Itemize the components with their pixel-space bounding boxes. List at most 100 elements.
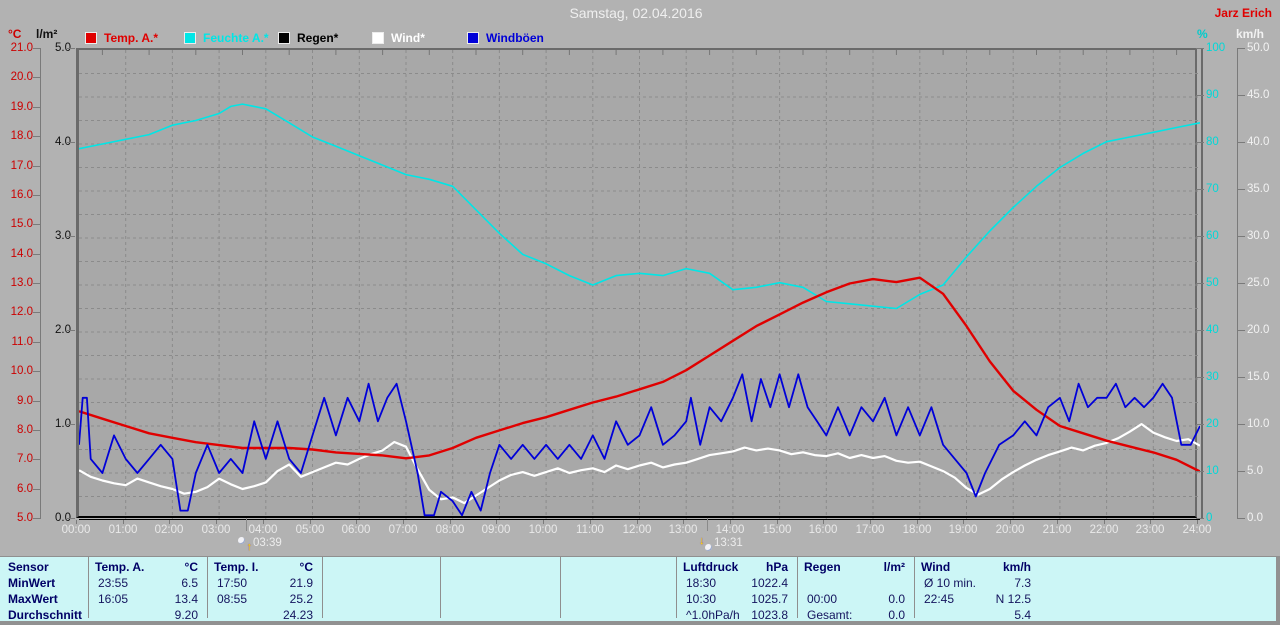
axis-tick-label: 2.0 — [55, 324, 71, 336]
time-tick-label: 18:00 — [902, 524, 932, 536]
axis-tick — [67, 48, 75, 49]
table-separator — [560, 557, 561, 618]
axis-tick-label: 30 — [1206, 371, 1219, 383]
axis-tick — [67, 330, 75, 331]
legend-label: Wind* — [391, 31, 425, 45]
axis-tick — [1237, 471, 1245, 472]
axis-tick — [33, 489, 41, 490]
axis-tick — [1237, 377, 1245, 378]
axis-tick — [33, 77, 41, 78]
humidity-axis-unit: % — [1197, 27, 1208, 41]
time-tick — [823, 520, 824, 524]
time-tick — [543, 520, 544, 524]
axis-tick-label: 40 — [1206, 324, 1219, 336]
table-value-cell: 10:30 — [686, 592, 717, 606]
down-arrow-icon: ↓ — [699, 535, 705, 547]
axis-tick-label: 9.0 — [17, 395, 33, 407]
axis-tick-label: 5.0 — [55, 42, 71, 54]
time-tick — [123, 520, 124, 524]
legend-label: Feuchte A.* — [203, 31, 269, 45]
rain-axis-unit: l/m² — [36, 27, 58, 41]
marker-tick — [246, 518, 247, 531]
time-tick-label: 20:00 — [995, 524, 1025, 536]
table-header-cell: Luftdruck — [683, 560, 739, 574]
axis-tick-label: 0.0 — [55, 512, 71, 524]
axis-tick — [1237, 142, 1245, 143]
table-header-cell: Regen — [804, 560, 841, 574]
windspeed-axis-unit: km/h — [1236, 27, 1265, 41]
axis-tick-label: 50 — [1206, 277, 1219, 289]
time-tick-label: 07:00 — [388, 524, 418, 536]
time-tick — [450, 520, 451, 524]
axis-tick-label: 3.0 — [55, 230, 71, 242]
marker-tick — [707, 518, 708, 531]
temp-axis-unit: °C — [8, 27, 22, 41]
time-tick-label: 23:00 — [1135, 524, 1165, 536]
table-value-cell: Gesamt: — [807, 608, 853, 622]
time-tick-label: 13:00 — [668, 524, 698, 536]
axis-tick — [33, 371, 41, 372]
chart-plot-area — [76, 48, 1200, 520]
axis-tick-label: 10 — [1206, 465, 1219, 477]
time-tick — [683, 520, 684, 524]
axis-tick — [33, 459, 41, 460]
time-tick — [76, 520, 77, 524]
series-feuchtea — [79, 103, 1200, 310]
axis-tick — [33, 312, 41, 313]
axis-tick — [1237, 518, 1245, 519]
axis-tick-label: 21.0 — [10, 42, 33, 54]
legend-item-humidity: Feuchte A.* — [184, 31, 269, 45]
station-name: Jarz Erich — [1214, 6, 1272, 20]
table-value-cell: 13.4 — [174, 592, 198, 606]
table-separator — [207, 557, 208, 618]
axis-tick — [1196, 471, 1204, 472]
time-tick — [403, 520, 404, 524]
table-value-cell: ^1.0hPa/h — [686, 608, 740, 622]
legend-item-wind: Wind* — [372, 31, 425, 45]
table-value-cell: 5.4 — [1014, 608, 1031, 622]
axis-tick — [1196, 518, 1204, 519]
table-header-cell: Temp. I. — [214, 560, 259, 574]
axis-tick — [1196, 424, 1204, 425]
time-tick-label: 12:00 — [622, 524, 652, 536]
table-value-cell: 1023.8 — [751, 608, 788, 622]
page-title: Samstag, 02.04.2016 — [569, 5, 703, 21]
rain-series-swatch — [278, 32, 290, 44]
table-value-cell: 17:50 — [217, 576, 248, 590]
axis-tick — [1196, 236, 1204, 237]
table-header-cell: l/m² — [883, 560, 905, 574]
time-tick — [963, 520, 964, 524]
axis-tick-label: 12.0 — [10, 306, 33, 318]
axis-tick-label: 20 — [1206, 418, 1219, 430]
axis-tick — [1196, 95, 1204, 96]
time-tick — [1150, 520, 1151, 524]
table-value-cell: N 12.5 — [995, 592, 1031, 606]
time-tick-label: 03:00 — [201, 524, 231, 536]
axis-tick-label: 45.0 — [1247, 89, 1270, 101]
axis-tick-label: 80 — [1206, 136, 1219, 148]
moonset-time: 13:31 — [714, 537, 743, 549]
axis-tick-label: 10.0 — [1247, 418, 1270, 430]
table-header-cell: °C — [184, 560, 198, 574]
axis-tick — [33, 401, 41, 402]
table-separator — [914, 557, 915, 618]
axis-tick-label: 1.0 — [55, 418, 71, 430]
temp-series-swatch — [85, 32, 97, 44]
axis-tick-label: 0.0 — [1247, 512, 1263, 524]
table-header-cell: Durchschnitt — [8, 608, 83, 622]
time-tick — [496, 520, 497, 524]
time-tick — [870, 520, 871, 524]
axis-tick-label: 15.0 — [10, 218, 33, 230]
axis-tick — [1196, 189, 1204, 190]
moonset-icon: ↓ — [699, 535, 713, 551]
moonset-marker: ↓ 13:31 — [699, 518, 743, 551]
time-tick — [777, 520, 778, 524]
time-tick — [1057, 520, 1058, 524]
moonrise-icon: ↑ — [238, 537, 252, 553]
time-tick-label: 19:00 — [948, 524, 978, 536]
axis-tick — [1237, 236, 1245, 237]
wind-series-swatch — [372, 32, 384, 44]
time-tick — [590, 520, 591, 524]
time-tick-label: 22:00 — [1089, 524, 1119, 536]
time-tick-label: 01:00 — [108, 524, 138, 536]
